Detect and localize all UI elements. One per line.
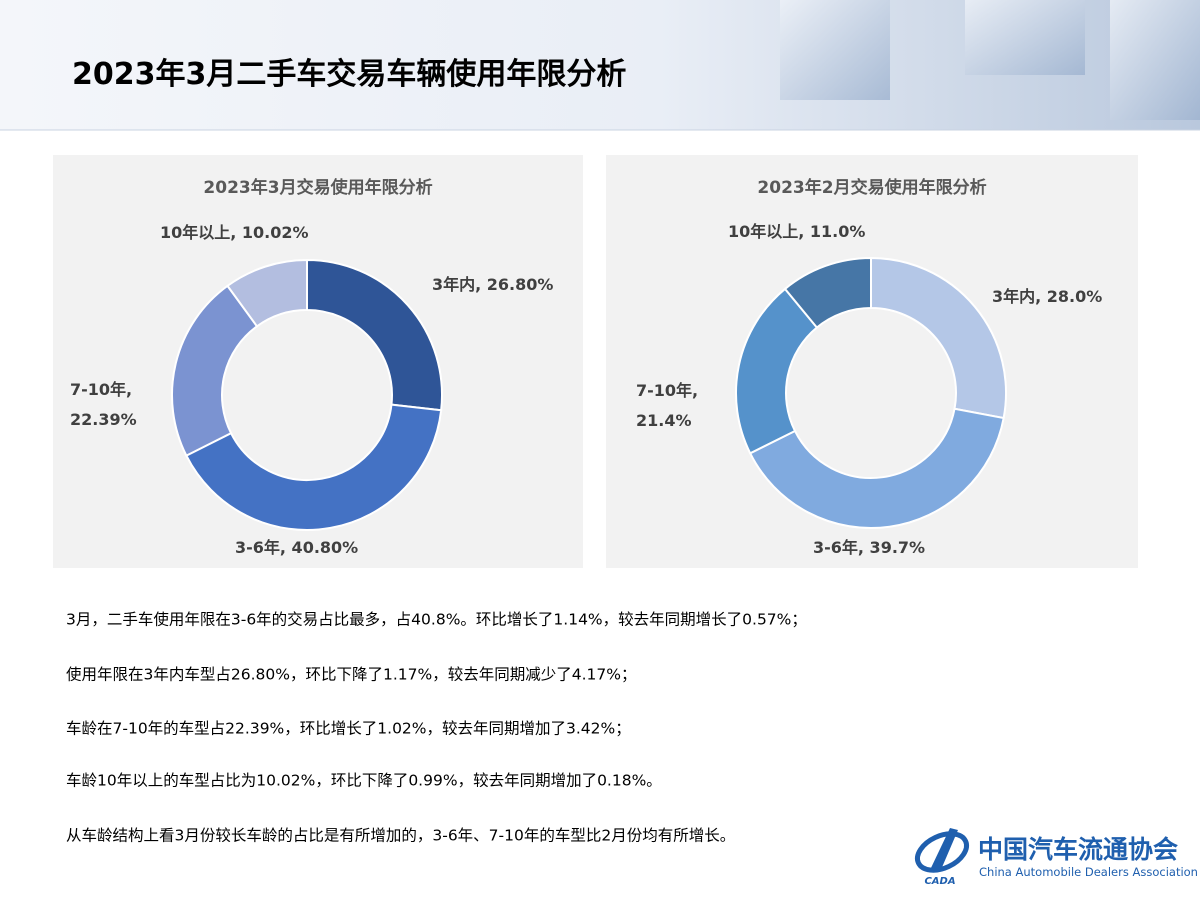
logo-name: 中国汽车流通协会 <box>978 835 1178 864</box>
chart-title: 2023年3月交易使用年限分析 <box>203 177 432 198</box>
decor <box>1110 0 1200 120</box>
decor <box>965 0 1085 75</box>
data-label: 3-6年, 40.80% <box>235 538 359 557</box>
data-label: 10年以上, 10.02% <box>160 223 309 242</box>
chart-title: 2023年2月交易使用年限分析 <box>757 177 986 198</box>
donut-slice <box>226 258 308 328</box>
data-label: 7-10年, 22.39% <box>70 380 137 429</box>
paragraph: 使用年限在3年内车型占26.80%，环比下降了1.17%，较去年同期减少了4.1… <box>66 666 636 684</box>
data-label: 3年内, 26.80% <box>432 275 554 294</box>
donut-slice <box>748 407 1005 529</box>
data-label: 3年内, 28.0% <box>992 287 1103 306</box>
donut-slice <box>783 256 872 329</box>
page-title: 2023年3月二手车交易车辆使用年限分析 <box>72 57 626 92</box>
logo: CADA 中国汽车流通协会 China Automobile Dealers A… <box>914 828 1198 887</box>
paragraph: 从车龄结构上看3月份较长车龄的占比是有所增加的，3-6年、7-10年的车型比2月… <box>66 827 735 845</box>
paragraph: 车龄10年以上的车型占比为10.02%，环比下降了0.99%，较去年同期增加了0… <box>66 772 662 790</box>
donut-slice <box>306 258 443 412</box>
paragraph: 3月，二手车使用年限在3-6年的交易占比最多，占40.8%。环比增长了1.14%… <box>66 611 807 629</box>
data-label: 7-10年, 21.4% <box>636 381 699 430</box>
donut-slice <box>870 256 1007 420</box>
logo-icon <box>914 831 970 873</box>
logo-icon <box>930 828 958 872</box>
decor <box>780 0 890 100</box>
data-label: 10年以上, 11.0% <box>728 222 866 241</box>
logo-mark: CADA <box>924 876 955 887</box>
logo-english: China Automobile Dealers Association <box>979 865 1198 879</box>
paragraph: 车龄在7-10年的车型占22.39%，环比增长了1.02%，较去年同期增加了3.… <box>66 720 631 738</box>
donut-slice <box>185 403 443 531</box>
data-label: 3-6年, 39.7% <box>813 538 926 557</box>
